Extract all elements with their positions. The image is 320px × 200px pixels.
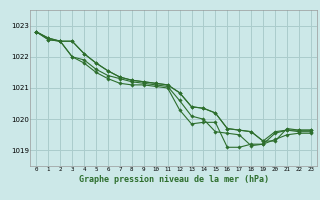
X-axis label: Graphe pression niveau de la mer (hPa): Graphe pression niveau de la mer (hPa) — [79, 175, 268, 184]
